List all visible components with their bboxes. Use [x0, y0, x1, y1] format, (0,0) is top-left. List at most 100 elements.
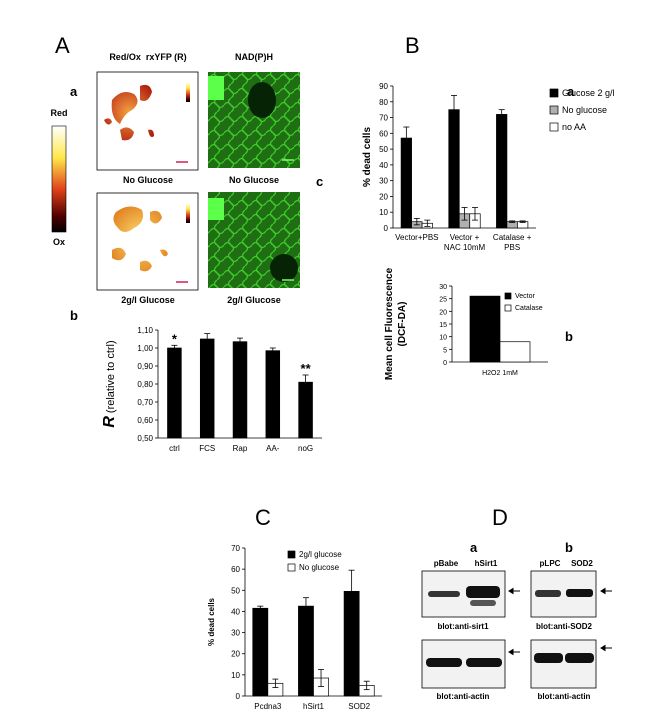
lane-label: pLPC [540, 559, 561, 568]
panel-label: D [492, 505, 508, 530]
legend-label: Catalase [515, 305, 543, 312]
error-bar [318, 669, 325, 687]
bar [167, 347, 182, 439]
y-tick-label: 90 [379, 82, 388, 91]
x-tick-label: SOD2 [348, 702, 370, 711]
legend-label: Vector [515, 293, 536, 300]
lane-label: hSirt1 [475, 559, 498, 568]
image-caption: 2g/l Glucose [121, 295, 175, 305]
legend-label: Glucose 2 g/l [562, 88, 615, 98]
error-bar [413, 218, 420, 226]
x-tick-label: FCS [199, 444, 215, 453]
sub-label: a [70, 84, 78, 99]
error-bar [451, 95, 458, 125]
image [208, 72, 300, 168]
legend-label: No glucose [299, 563, 340, 572]
y-tick-label: 1,00 [137, 344, 153, 353]
blot-caption: blot:anti-actin [437, 692, 490, 701]
y-tick-label: 60 [379, 129, 388, 138]
significance-label: * [172, 331, 178, 346]
blot-image [421, 639, 506, 689]
error-bar [363, 680, 370, 691]
error-bar [302, 374, 309, 390]
y-tick-label: 40 [231, 607, 240, 616]
error-bar [171, 344, 178, 352]
bar [496, 114, 508, 229]
legend-label: 2g/l glucose [299, 550, 342, 559]
x-tick-label: NAC 10mM [444, 243, 486, 252]
blot-image [530, 570, 597, 618]
blot-image [421, 570, 506, 618]
arrow [508, 587, 612, 656]
panel-label: B [405, 33, 420, 58]
lane-label: pBabe [434, 559, 459, 568]
bar [265, 350, 281, 439]
error-bar [498, 109, 505, 120]
image [96, 192, 199, 291]
x-tick-label: ctrl [169, 444, 180, 453]
sub-label: b [565, 329, 573, 344]
blot-caption: blot:anti-SOD2 [536, 622, 593, 631]
x-tick-label: PBS [504, 243, 520, 252]
color-scale [51, 125, 67, 233]
y-tick-label: 0,50 [137, 434, 153, 443]
y-tick-label: 10 [379, 208, 388, 217]
y-axis-label: (DCF-DA) [397, 302, 408, 347]
error-bar [461, 207, 468, 221]
y-tick-label: 30 [379, 177, 388, 186]
bar [252, 607, 269, 697]
y-tick-label: 0 [384, 224, 389, 233]
y-tick-label: 10 [231, 671, 240, 680]
y-tick-label: 0,90 [137, 362, 153, 371]
y-tick-label: 70 [231, 544, 240, 553]
y-tick-label: 0 [443, 360, 447, 367]
sub-label: a [567, 84, 575, 99]
panel-label: A [55, 33, 70, 58]
error-bar [403, 126, 410, 150]
y-tick-label: 30 [439, 284, 447, 291]
scale-label: Red [50, 108, 67, 118]
bar [499, 341, 531, 363]
error-bar [269, 347, 276, 354]
sub-label: a [470, 540, 478, 555]
y-axis-label-text: (relative to ctrl) [105, 340, 117, 413]
bar [199, 338, 215, 439]
x-tick-label: Vector + [450, 233, 480, 242]
error-bar [257, 605, 264, 611]
y-tick-label: 25 [439, 297, 447, 304]
error-bar [509, 220, 516, 223]
image-caption: No Glucose [229, 175, 279, 185]
y-tick-label: 20 [231, 650, 240, 659]
bar [400, 137, 412, 229]
column-title: Red/Ox rxYFP (R) [109, 52, 186, 62]
significance-label: ** [301, 361, 312, 376]
bar [448, 109, 460, 229]
y-tick-label: 15 [439, 322, 447, 329]
column-title: NAD(P)H [235, 52, 273, 62]
legend-swatch [549, 122, 559, 132]
y-tick-label: 10 [439, 335, 447, 342]
legend-swatch [504, 304, 512, 312]
blot-caption: blot:anti-actin [538, 692, 591, 701]
lane-label: SOD2 [571, 559, 593, 568]
y-tick-label: 40 [379, 161, 388, 170]
y-axis-label: Mean cell Fluorescence [384, 267, 395, 380]
sub-label: b [565, 540, 573, 555]
y-tick-label: 0 [236, 692, 241, 701]
x-tick-label: H2O2 1mM [482, 370, 518, 377]
x-tick-label: Pcdna3 [254, 702, 282, 711]
image [208, 192, 300, 288]
y-axis-label: R (relative to ctrl) [101, 340, 118, 427]
error-bar [471, 207, 478, 221]
legend-swatch [549, 105, 559, 115]
y-tick-label: 60 [231, 565, 240, 574]
error-bar [424, 219, 431, 227]
bar [469, 295, 501, 363]
x-tick-label: Catalase + [493, 233, 532, 242]
image-caption: 2g/l Glucose [227, 295, 281, 305]
y-axis-symbol: R [101, 416, 118, 428]
y-tick-label: 50 [231, 586, 240, 595]
x-tick-label: AA- [266, 444, 280, 453]
x-tick-label: noG [298, 444, 313, 453]
